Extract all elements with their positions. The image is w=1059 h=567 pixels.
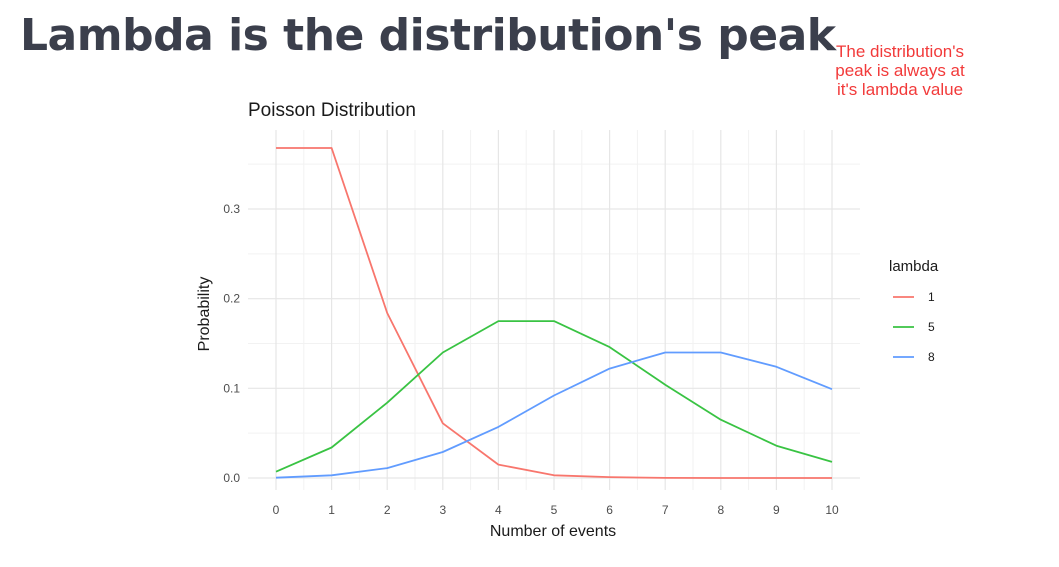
annotation-line: it's lambda value xyxy=(836,80,964,99)
y-tick-label: 0.3 xyxy=(223,202,240,216)
legend-title: lambda xyxy=(889,258,939,275)
y-tick-label: 0.0 xyxy=(223,471,240,485)
x-tick-label: 8 xyxy=(717,503,724,517)
gridlines xyxy=(248,130,860,490)
x-tick-label: 4 xyxy=(495,503,502,517)
legend-label: 5 xyxy=(928,320,935,334)
x-tick-labels: 0 1 2 3 4 5 6 7 8 9 10 xyxy=(273,503,839,517)
y-axis-title: Probability xyxy=(196,277,213,352)
legend-label: 1 xyxy=(928,290,935,304)
x-tick-label: 6 xyxy=(606,503,613,517)
x-tick-label: 9 xyxy=(773,503,780,517)
legend-label: 8 xyxy=(928,350,935,364)
series-line-lambda-5 xyxy=(275,320,833,473)
annotation-line: The distribution's xyxy=(836,42,964,61)
x-tick-label: 0 xyxy=(273,503,280,517)
annotation: The distribution's peak is always at it'… xyxy=(800,42,1000,99)
chart-title: Poisson Distribution xyxy=(248,100,416,121)
x-tick-label: 3 xyxy=(439,503,446,517)
series-line-lambda-8 xyxy=(275,351,833,479)
legend: lambda 1 5 8 xyxy=(889,258,939,364)
y-tick-label: 0.1 xyxy=(223,381,240,395)
x-tick-label: 5 xyxy=(551,503,558,517)
slide-title: Lambda is the distribution's peak xyxy=(20,10,836,61)
y-tick-label: 0.2 xyxy=(223,292,240,306)
annotation-line: peak is always at xyxy=(835,61,965,80)
series-line-lambda-1 xyxy=(276,147,832,479)
series-lines xyxy=(275,147,833,479)
x-axis-title: Number of events xyxy=(490,523,616,540)
x-tick-label: 1 xyxy=(328,503,335,517)
x-tick-label: 2 xyxy=(384,503,391,517)
x-tick-label: 10 xyxy=(825,503,839,517)
x-tick-label: 7 xyxy=(662,503,669,517)
y-tick-labels: 0.0 0.1 0.2 0.3 xyxy=(223,202,240,485)
